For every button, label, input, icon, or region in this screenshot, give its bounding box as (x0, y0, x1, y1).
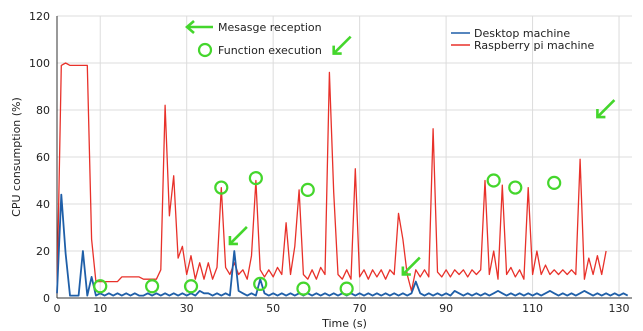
function-execution-marker (508, 180, 523, 195)
annotations (93, 35, 616, 296)
y-tick-label: 60 (36, 151, 50, 164)
y-tick-label: 0 (43, 292, 50, 305)
function-execution-marker (547, 175, 562, 190)
series-line-raspberry (56, 62, 607, 294)
function-execution-marker (248, 171, 263, 186)
x-tick-label: 90 (439, 302, 453, 315)
arrow-head (228, 235, 238, 246)
annotation-legend-function-execution: Function execution (197, 42, 322, 58)
y-tick-label: 120 (29, 10, 50, 23)
message-reception-arrow (596, 99, 616, 119)
x-tick-label: 30 (180, 302, 194, 315)
legend-raspberry-label: Raspberry pi machine (474, 39, 595, 52)
y-tick-label: 40 (36, 198, 50, 211)
x-axis-label: Time (s) (321, 317, 367, 330)
y-tick-label: 80 (36, 104, 50, 117)
annotation-legend-message-reception: Mesasge reception (185, 20, 322, 34)
legends: Mesasge reception Function execution Deskt… (185, 20, 595, 58)
arrow-head (401, 266, 411, 276)
axes (56, 16, 632, 299)
x-tick-label: 110 (522, 302, 543, 315)
x-tick-label: 10 (93, 302, 107, 315)
message-reception-arrow (332, 35, 352, 55)
function-execution-marker (300, 182, 315, 197)
function-execution-marker (486, 173, 501, 188)
y-tick-label: 100 (29, 57, 50, 70)
message-reception-legend-arrowhead-icon (185, 20, 195, 34)
arrow-shaft (401, 256, 421, 276)
series-lines (56, 62, 629, 297)
message-reception-arrow (228, 226, 248, 246)
grid (57, 15, 632, 299)
function-execution-marker (93, 279, 108, 294)
x-tick-label: 130 (609, 302, 630, 315)
arrow-head (596, 109, 606, 119)
function-execution-marker (339, 281, 354, 296)
tick-labels: 0 20 40 60 80 100 120 10 30 50 70 90 110 130 0 (29, 10, 630, 315)
function-execution-marker (253, 276, 268, 291)
message-reception-arrow (401, 256, 421, 276)
arrow-shaft (596, 99, 616, 118)
function-execution-legend-circle-icon (197, 42, 213, 58)
arrow-shaft (332, 35, 352, 55)
function-execution-marker (145, 279, 160, 294)
function-execution-legend-label: Function execution (218, 44, 322, 57)
legend-desktop-label: Desktop machine (474, 27, 570, 40)
y-axis-label: CPU consumption (%) (10, 97, 23, 217)
function-execution-marker (214, 180, 229, 195)
x-tick-label: 0 (54, 302, 61, 315)
function-execution-marker (183, 279, 199, 294)
series-line-desktop (56, 193, 629, 297)
arrow-head (332, 45, 342, 55)
message-reception-legend-label: Mesasge reception (218, 21, 322, 34)
legend-raspberry: Raspberry pi machine (451, 39, 595, 52)
arrow-shaft (229, 226, 248, 245)
legend-desktop: Desktop machine (451, 27, 570, 40)
function-execution-marker (296, 281, 311, 296)
y-tick-label: 20 (36, 245, 50, 258)
x-tick-label: 50 (266, 302, 280, 315)
x-tick-label: 70 (353, 302, 367, 315)
